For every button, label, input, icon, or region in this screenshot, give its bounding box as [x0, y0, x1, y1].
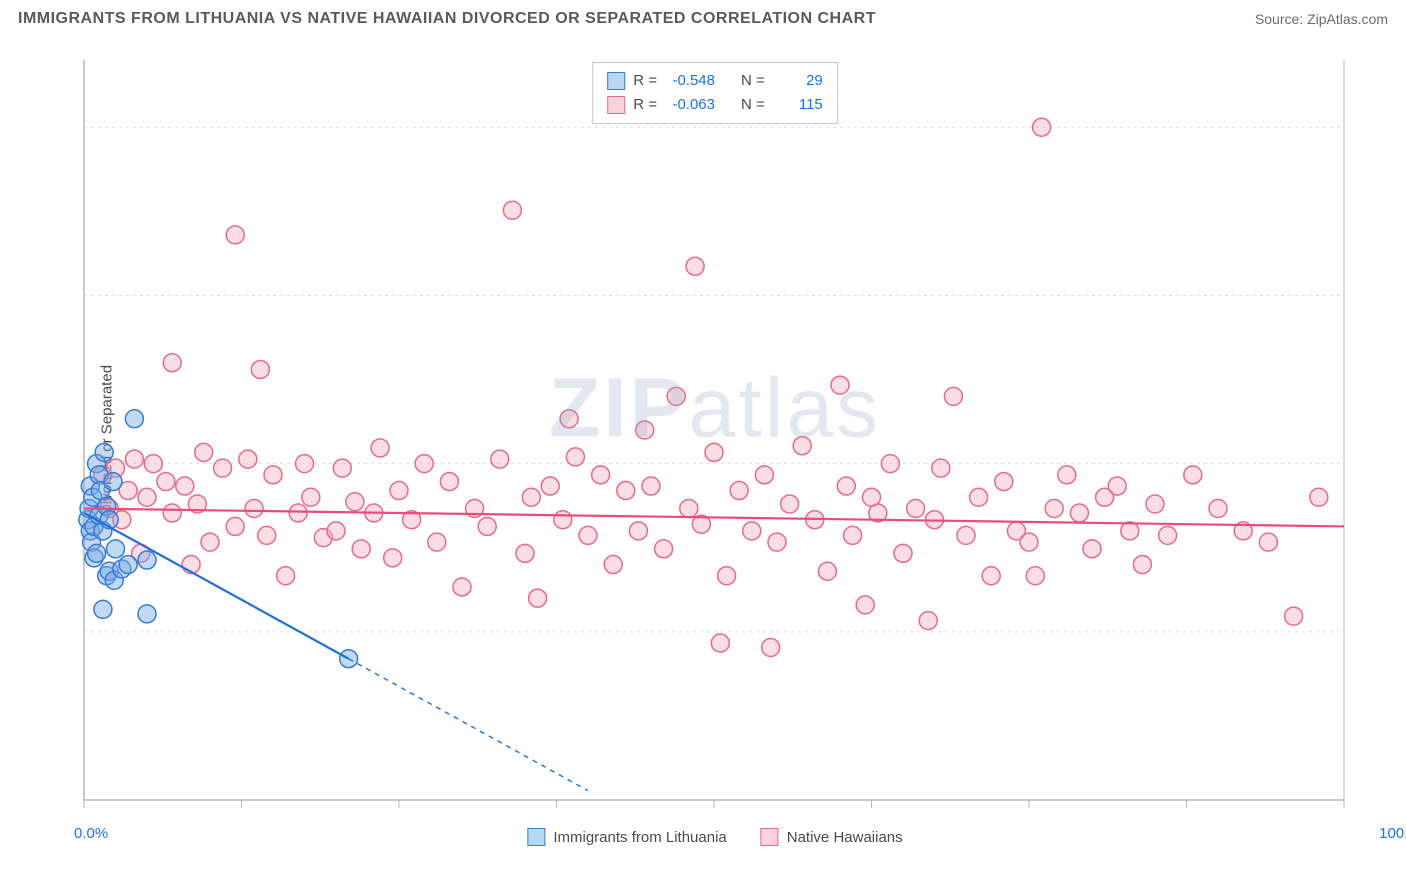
legend-item-hawaiians: Native Hawaiians — [761, 828, 903, 846]
swatch-hawaiians — [607, 96, 625, 114]
legend-label-lithuania: Immigrants from Lithuania — [553, 829, 726, 846]
x-max-label: 100.0% — [1379, 825, 1406, 842]
n-label-2: N = — [741, 93, 765, 117]
r-value-lithuania: -0.548 — [665, 69, 715, 93]
legend-item-lithuania: Immigrants from Lithuania — [527, 828, 726, 846]
r-value-hawaiians: -0.063 — [665, 93, 715, 117]
r-label-2: R = — [633, 93, 657, 117]
legend-swatch-hawaiians — [761, 828, 779, 846]
n-label: N = — [741, 69, 765, 93]
plot-wrapper: Divorced or Separated ZIPatlas R = -0.54… — [40, 40, 1390, 840]
scatter-plot-svg — [74, 40, 1354, 840]
title-bar: IMMIGRANTS FROM LITHUANIA VS NATIVE HAWA… — [18, 10, 1388, 28]
chart-title: IMMIGRANTS FROM LITHUANIA VS NATIVE HAWA… — [18, 10, 876, 28]
swatch-lithuania — [607, 72, 625, 90]
stat-row-lithuania: R = -0.548 N = 29 — [607, 69, 823, 93]
stat-row-hawaiians: R = -0.063 N = 115 — [607, 93, 823, 117]
stat-legend: R = -0.548 N = 29 R = -0.063 N = 115 — [592, 62, 838, 124]
x-min-label: 0.0% — [74, 825, 108, 842]
legend-label-hawaiians: Native Hawaiians — [787, 829, 903, 846]
series-legend: Immigrants from Lithuania Native Hawaiia… — [527, 828, 902, 846]
n-value-hawaiians: 115 — [773, 93, 823, 117]
n-value-lithuania: 29 — [773, 69, 823, 93]
source-label: Source: ZipAtlas.com — [1255, 11, 1388, 27]
legend-swatch-lithuania — [527, 828, 545, 846]
r-label: R = — [633, 69, 657, 93]
